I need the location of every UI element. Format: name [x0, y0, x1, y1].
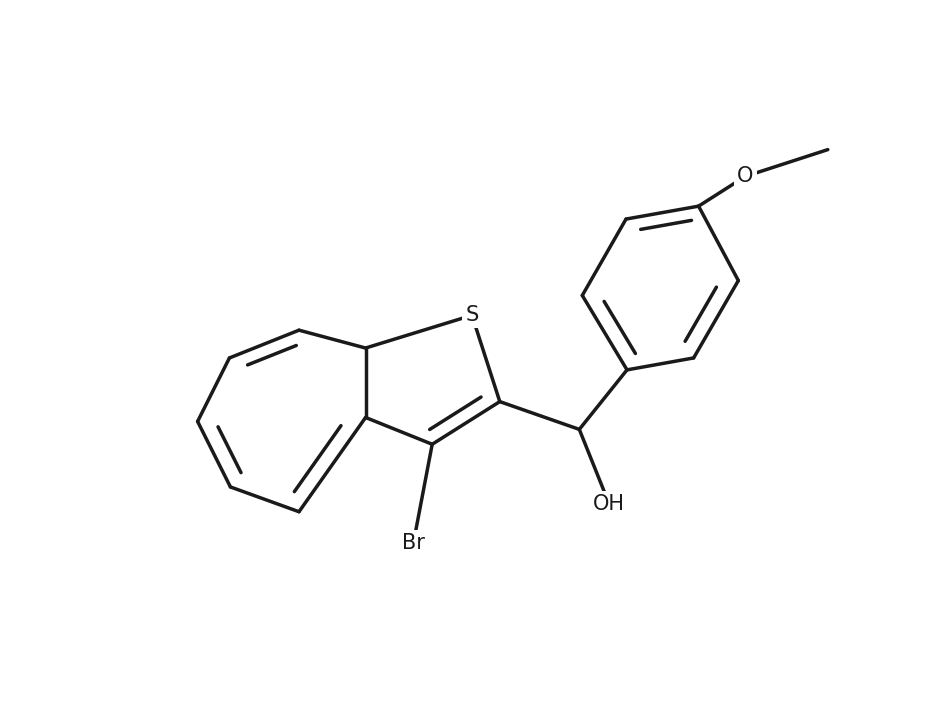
Text: S: S	[464, 305, 478, 325]
Text: Br: Br	[401, 534, 425, 553]
Text: OH: OH	[592, 493, 625, 514]
Text: O: O	[736, 166, 753, 186]
